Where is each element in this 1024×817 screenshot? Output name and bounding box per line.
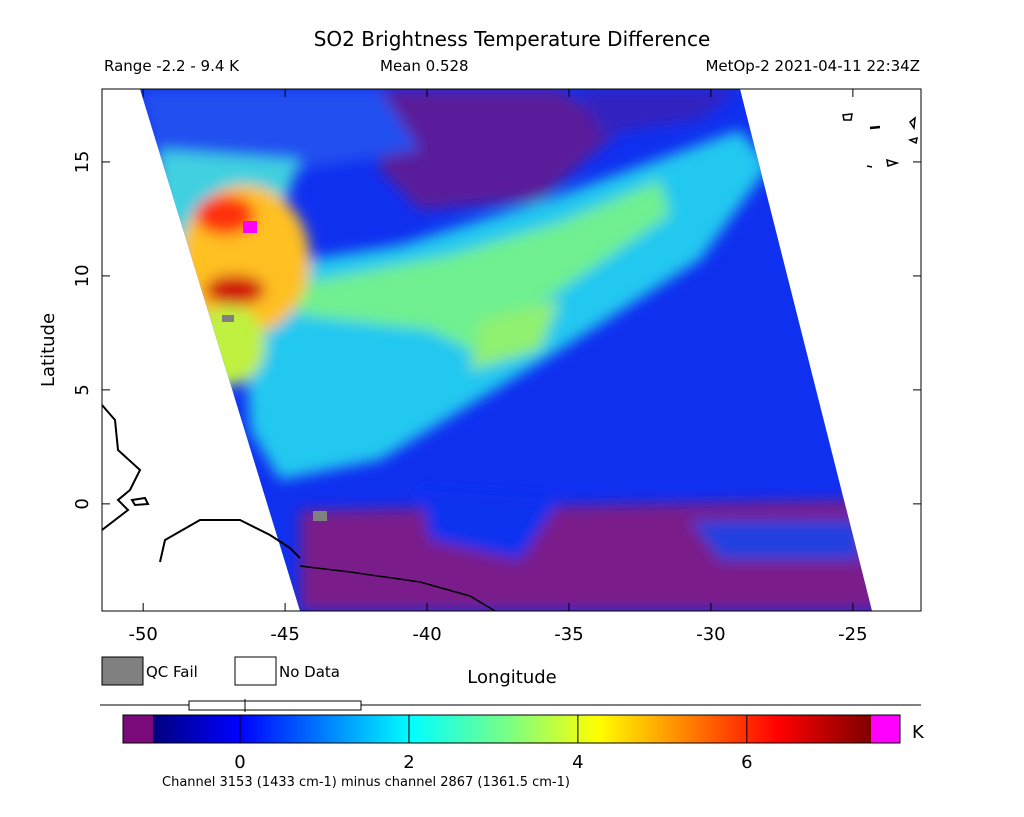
- x-tick-label: -35: [554, 624, 583, 645]
- y-tick-label: 5: [72, 384, 93, 395]
- x-tick-label: -30: [696, 624, 725, 645]
- colorbar: [153, 715, 871, 743]
- y-axis-label: Latitude: [38, 313, 59, 387]
- colorbar-tick-label: 6: [741, 752, 752, 773]
- mean: Mean 0.528: [380, 57, 469, 75]
- colorbar-tick-label: 2: [403, 752, 414, 773]
- x-tick-label: -45: [270, 624, 299, 645]
- x-axis-label: Longitude: [467, 667, 557, 688]
- colorbar-unit: K: [912, 722, 925, 743]
- legend-label: No Data: [279, 663, 340, 681]
- range-slider: [188, 700, 362, 711]
- qc-fail-swatch: [101, 656, 144, 686]
- y-tick-label: 15: [72, 150, 93, 173]
- colorbar-over: [871, 715, 900, 743]
- no-data-swatch: [234, 656, 277, 686]
- y-tick-label: 10: [72, 264, 93, 287]
- colorbar-frame: [122, 714, 901, 744]
- swath: [140, 89, 872, 611]
- y-tick-label: 0: [72, 498, 93, 509]
- colorbar-tick-label: 4: [572, 752, 583, 773]
- colorbar-note: Channel 3153 (1433 cm-1) minus channel 2…: [162, 775, 570, 790]
- title: SO2 Brightness Temperature Difference: [314, 27, 711, 51]
- colorbar-under: [123, 715, 153, 743]
- range: Range -2.2 - 9.4 K: [104, 57, 240, 75]
- colorbar-tick-label: 0: [234, 752, 245, 773]
- x-tick-label: -25: [838, 624, 867, 645]
- source: MetOp-2 2021-04-11 22:34Z: [705, 57, 920, 75]
- coastline: [102, 113, 918, 611]
- legend-label: QC Fail: [146, 663, 198, 681]
- x-tick-label: -40: [412, 624, 441, 645]
- plot-frame: [101, 88, 922, 612]
- x-tick-label: -50: [128, 624, 157, 645]
